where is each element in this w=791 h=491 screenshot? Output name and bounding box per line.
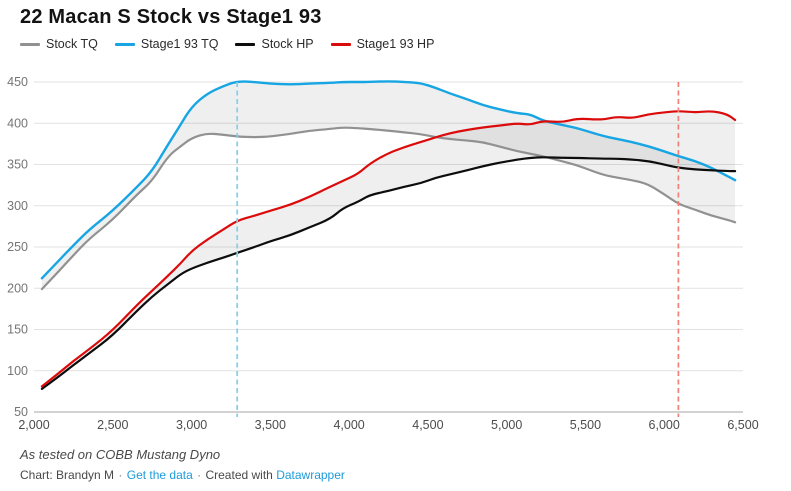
y-axis-tick-label: 350 [7, 158, 28, 172]
series-line-stage1-93-tq [40, 80, 737, 280]
y-axis-tick-label: 400 [7, 116, 28, 130]
series-line-stock-hp [40, 156, 737, 390]
x-axis-tick-label: 6,500 [727, 418, 758, 432]
x-axis-tick-label: 4,500 [412, 418, 443, 432]
dyno-chart-svg: 50 100 150 200 250 300 350 400 450 2,000 2,500 3,00… [7, 75, 759, 432]
x-axis-tick-label: 3,000 [176, 418, 207, 432]
legend-item-stage1-93-hp: Stage1 93 HP [330, 37, 435, 51]
separator-dot: · [197, 468, 202, 482]
x-axis-tick-label: 4,000 [333, 418, 364, 432]
y-axis-tick-label: 100 [7, 364, 28, 378]
datawrapper-link[interactable]: Datawrapper [276, 468, 345, 482]
dyno-chart: 50 100 150 200 250 300 350 400 450 2,000 2,500 3,00… [0, 60, 791, 445]
y-axis-tick-label: 450 [7, 75, 28, 89]
series-line-stock-tq [40, 126, 737, 291]
get-the-data-link[interactable]: Get the data [126, 468, 193, 482]
y-axis-tick-label: 250 [7, 240, 28, 254]
legend-line-swatch [235, 42, 256, 46]
legend: Stock TQ Stage1 93 TQ Stock HP Stage1 93 HP [20, 37, 434, 51]
separator-dot: · [118, 468, 123, 482]
byline-credit: Chart: Brandyn M [20, 468, 115, 482]
chart-byline: Chart: Brandyn M · Get the data · Create… [20, 468, 771, 482]
x-axis-tick-label: 5,000 [491, 418, 522, 432]
x-axis-tick-label: 3,500 [255, 418, 286, 432]
y-axis-tick-label: 300 [7, 199, 28, 213]
legend-label: Stage1 93 TQ [140, 37, 219, 51]
x-axis-tick-label: 2,500 [97, 418, 128, 432]
series-line-stage1-93-hp [40, 110, 737, 388]
x-axis-tick-label: 6,000 [649, 418, 680, 432]
y-axis-tick-label: 150 [7, 323, 28, 337]
legend-item-stock-tq: Stock TQ [20, 37, 98, 51]
legend-line-swatch [330, 42, 351, 46]
legend-label: Stock HP [261, 37, 314, 51]
legend-line-swatch [20, 42, 40, 46]
legend-item-stock-hp: Stock HP [235, 37, 314, 51]
created-with-label: Created with [205, 468, 273, 482]
y-axis-tick-label: 50 [14, 405, 28, 419]
x-axis-tick-label: 5,500 [570, 418, 601, 432]
x-axis-tick-label: 2,000 [18, 418, 49, 432]
legend-line-swatch [114, 42, 135, 46]
legend-label: Stock TQ [46, 37, 98, 51]
legend-label: Stage1 93 HP [356, 37, 435, 51]
y-axis-tick-label: 200 [7, 281, 28, 295]
gain-band-horsepower [41, 111, 736, 389]
chart-title: 22 Macan S Stock vs Stage1 93 [20, 6, 322, 28]
legend-item-stage1-93-tq: Stage1 93 TQ [114, 37, 219, 51]
chart-note: As tested on COBB Mustang Dyno [20, 447, 221, 462]
chart-footer: As tested on COBB Mustang Dyno Chart: Br… [20, 447, 771, 482]
